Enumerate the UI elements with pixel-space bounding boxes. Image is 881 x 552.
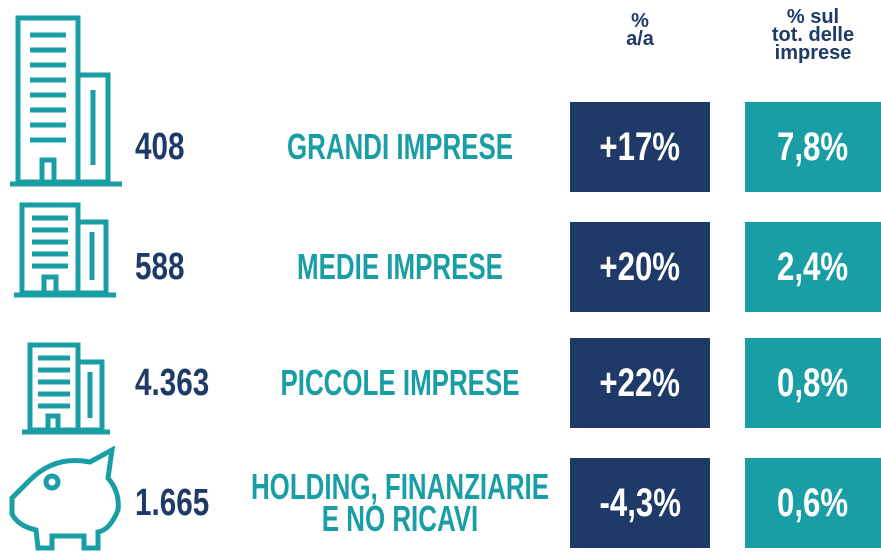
large-building-icon: [10, 15, 122, 187]
share-value: 2,4%: [777, 244, 849, 289]
yoy-header: % a/a: [626, 10, 654, 50]
share-box: 7,8%: [745, 102, 881, 192]
category-label: MEDIE IMPRESE: [297, 246, 503, 287]
category-label: GRANDI IMPRESE: [286, 126, 514, 167]
category-label: HOLDING, FINANZIARIE E NO RICAVI: [250, 466, 550, 540]
share-header: % sul tot. delle imprese: [771, 6, 855, 64]
label-line: MEDIE IMPRESE: [297, 246, 503, 287]
yoy-value: +17%: [599, 124, 681, 169]
category-label: PICCOLE IMPRESE: [280, 362, 520, 403]
count: 1.665: [135, 482, 210, 524]
share-box: 0,8%: [745, 338, 881, 428]
count: 4.363: [135, 362, 210, 404]
share-value: 7,8%: [777, 124, 849, 169]
yoy-value: +20%: [599, 244, 681, 289]
piggy-bank-icon: [9, 445, 121, 551]
share-box: 2,4%: [745, 222, 881, 312]
yoy-value: +22%: [599, 360, 681, 405]
small-building-icon: [22, 342, 110, 435]
share-box: 0,6%: [745, 458, 881, 548]
yoy-value: -4,3%: [599, 480, 681, 525]
yoy-box: +22%: [570, 338, 710, 428]
yoy-box: +17%: [570, 102, 710, 192]
count: 588: [135, 246, 185, 288]
medium-building-icon: [14, 202, 116, 298]
label-line: HOLDING, FINANZIARIE: [250, 466, 550, 507]
label-line: GRANDI IMPRESE: [286, 126, 514, 167]
share-value: 0,8%: [777, 360, 849, 405]
share-value: 0,6%: [777, 480, 849, 525]
yoy-box: +20%: [570, 222, 710, 312]
label-line: E NO RICAVI: [321, 498, 479, 540]
yoy-box: -4,3%: [570, 458, 710, 548]
label-line: PICCOLE IMPRESE: [280, 362, 520, 403]
count: 408: [135, 126, 185, 168]
